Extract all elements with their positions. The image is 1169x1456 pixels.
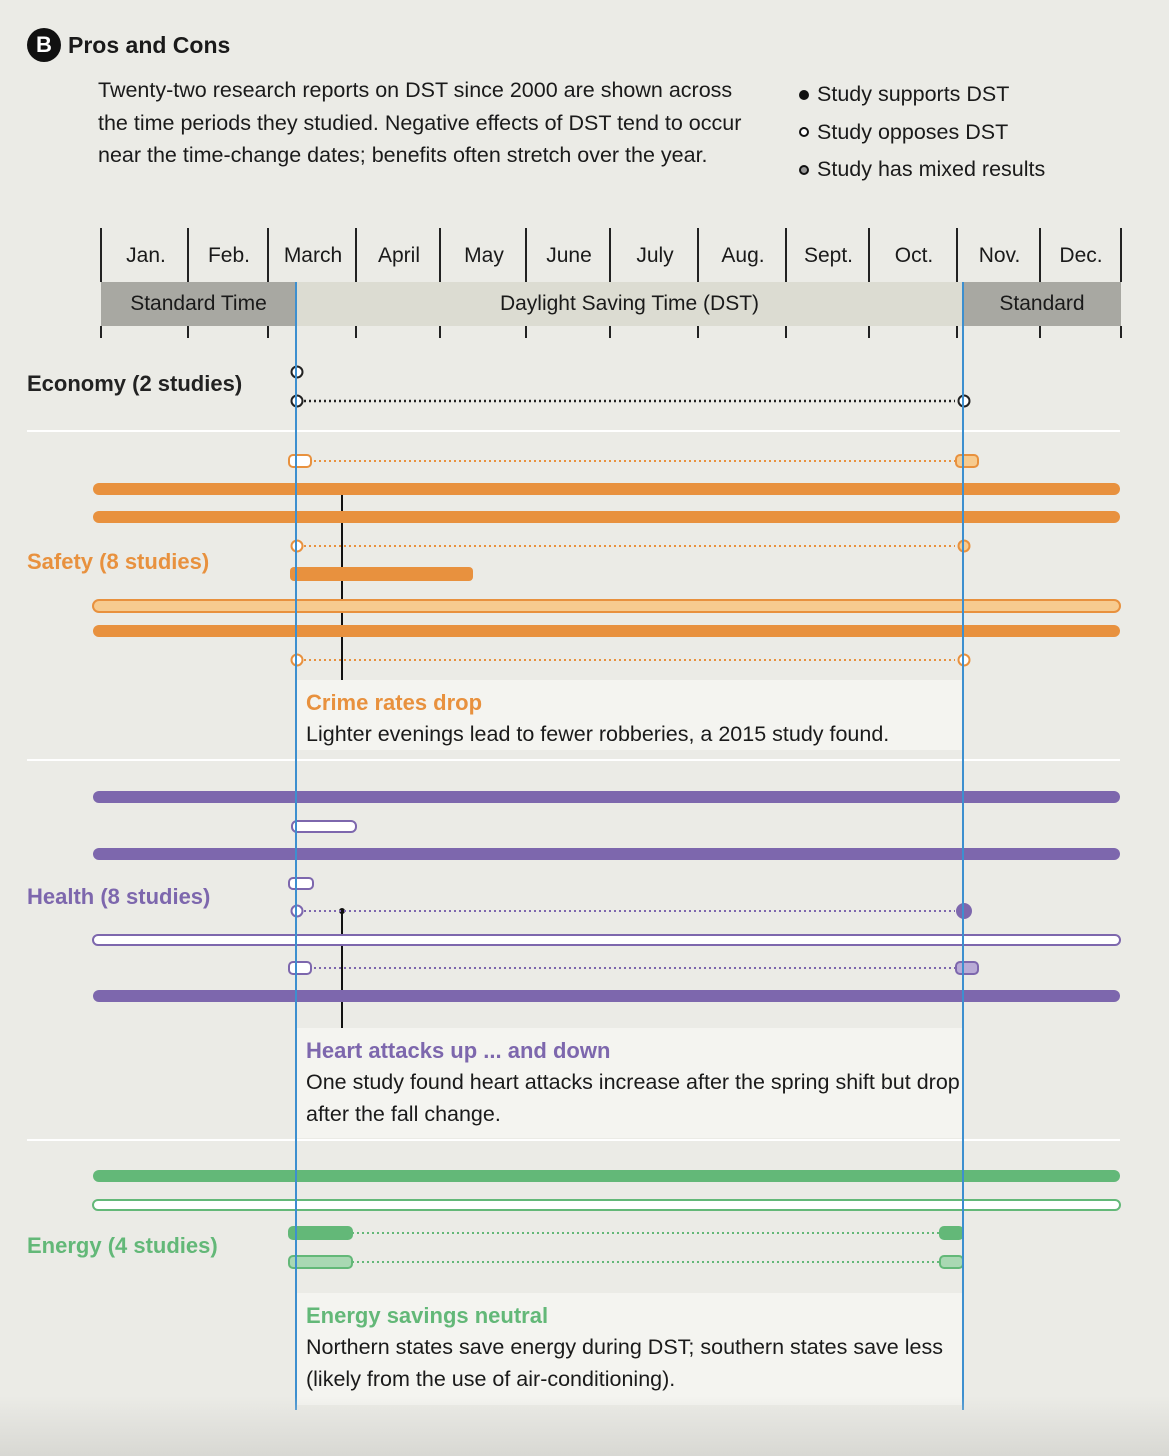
note-health-title: Heart attacks up ... and down <box>306 1038 611 1063</box>
month-label-aug: Aug. <box>721 244 765 267</box>
study-bar-health <box>93 990 1120 1002</box>
legend-mixed-label: Study has mixed results <box>817 157 1046 182</box>
note-health-body: One study found heart attacks increase a… <box>306 1070 960 1126</box>
month-label-jul: July <box>636 244 674 267</box>
category-label-safety: Safety (8 studies) <box>27 549 210 574</box>
study-point-health <box>288 877 314 890</box>
header-title: Pros and Cons <box>68 32 231 58</box>
note-health: Heart attacks up ... and down One study … <box>296 1028 962 1138</box>
month-label-may: May <box>464 244 504 267</box>
category-label-health: Health (8 studies) <box>27 884 211 909</box>
month-label-dec: Dec. <box>1059 244 1103 267</box>
gray-circle-icon <box>799 164 809 175</box>
month-label-mar: March <box>283 244 343 267</box>
study-span-safety <box>290 567 473 581</box>
study-marker-spring-safety <box>288 454 312 468</box>
study-marker-spring-health <box>288 961 312 975</box>
filled-circle-icon <box>799 89 809 100</box>
note-energy-body: Northern states save energy during DST; … <box>306 1335 943 1391</box>
category-label-energy: Energy (4 studies) <box>27 1233 218 1258</box>
legend-supports-label: Study supports DST <box>817 82 1010 107</box>
open-circle-icon <box>799 127 809 138</box>
study-bar-health <box>93 791 1120 803</box>
month-label-feb: Feb. <box>207 244 251 267</box>
period-standard-end: Standard <box>963 282 1121 326</box>
study-marker-fall-safety <box>955 454 979 468</box>
study-bar-safety <box>93 511 1120 523</box>
header-badge: B <box>27 28 61 62</box>
month-label-oct: Oct. <box>894 244 934 267</box>
study-bar-health <box>93 848 1120 860</box>
month-label-apr: April <box>377 244 420 267</box>
study-marker-fall-energy <box>939 1226 964 1240</box>
study-bar-energy <box>93 1170 1120 1182</box>
period-standard-start: Standard Time <box>101 282 296 326</box>
study-bar-energy <box>92 1199 1121 1211</box>
month-label-nov: Nov. <box>978 244 1021 267</box>
intro-text: Twenty-two research reports on DST since… <box>98 78 742 167</box>
month-label-jun: June <box>546 244 592 267</box>
bottom-fade <box>0 1396 1169 1456</box>
study-span-health <box>291 820 357 833</box>
month-label-sep: Sept. <box>803 244 854 267</box>
study-marker-fall-energy <box>939 1255 964 1269</box>
month-label-jan: Jan. <box>126 244 166 267</box>
note-energy: Energy savings neutral Northern states s… <box>296 1293 962 1405</box>
study-bar-health <box>92 934 1121 946</box>
study-marker-fall-health <box>955 961 979 975</box>
study-bar-safety <box>93 483 1120 495</box>
note-safety-body: Lighter evenings lead to fewer robberies… <box>306 722 890 746</box>
legend-opposes: Study opposes DST <box>799 114 1045 152</box>
study-marker-spring-energy <box>288 1226 353 1240</box>
note-energy-title: Energy savings neutral <box>306 1303 549 1328</box>
note-safety-title: Crime rates drop <box>306 690 483 715</box>
legend-opposes-label: Study opposes DST <box>817 119 1009 144</box>
study-marker-spring-energy <box>288 1255 353 1269</box>
legend-supports: Study supports DST <box>799 76 1045 114</box>
study-bar-safety <box>93 625 1120 637</box>
callout-anchor-health <box>339 908 345 914</box>
note-safety: Crime rates drop Lighter evenings lead t… <box>296 680 962 750</box>
legend: Study supports DST Study opposes DST Stu… <box>799 76 1045 189</box>
category-label-economy: Economy (2 studies) <box>27 371 243 396</box>
study-bar-safety <box>92 599 1121 613</box>
period-dst: Daylight Saving Time (DST) <box>296 282 963 326</box>
legend-mixed: Study has mixed results <box>799 151 1045 189</box>
